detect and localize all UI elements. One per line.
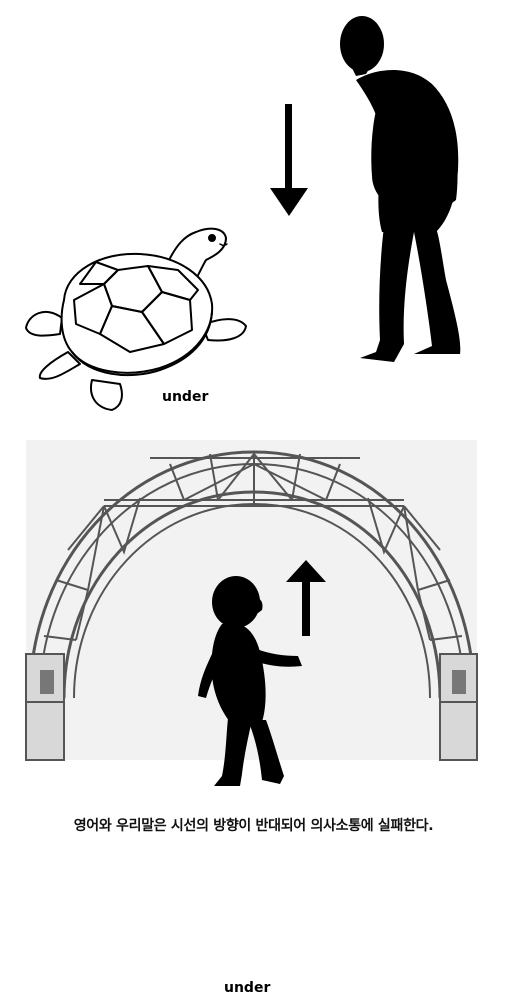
arch-truss-drawing [28, 450, 476, 699]
bottom-illustration: under [0, 440, 507, 996]
top-illustration: under [0, 0, 507, 430]
up-arrow-icon [286, 560, 326, 636]
under-label-bottom: under [224, 980, 271, 996]
child-silhouette [198, 576, 302, 786]
tall-man-silhouette [340, 16, 461, 362]
bottom-scene-svg [25, 440, 478, 786]
under-label-top: under [162, 389, 209, 405]
turtle-drawing [25, 227, 247, 411]
arch-pillars [25, 653, 478, 761]
caption: 영어와 우리말은 시선의 방향이 반대되어 의사소통에 실패한다. [73, 818, 434, 834]
down-arrow-icon [270, 104, 308, 216]
top-scene-svg [25, 16, 461, 411]
